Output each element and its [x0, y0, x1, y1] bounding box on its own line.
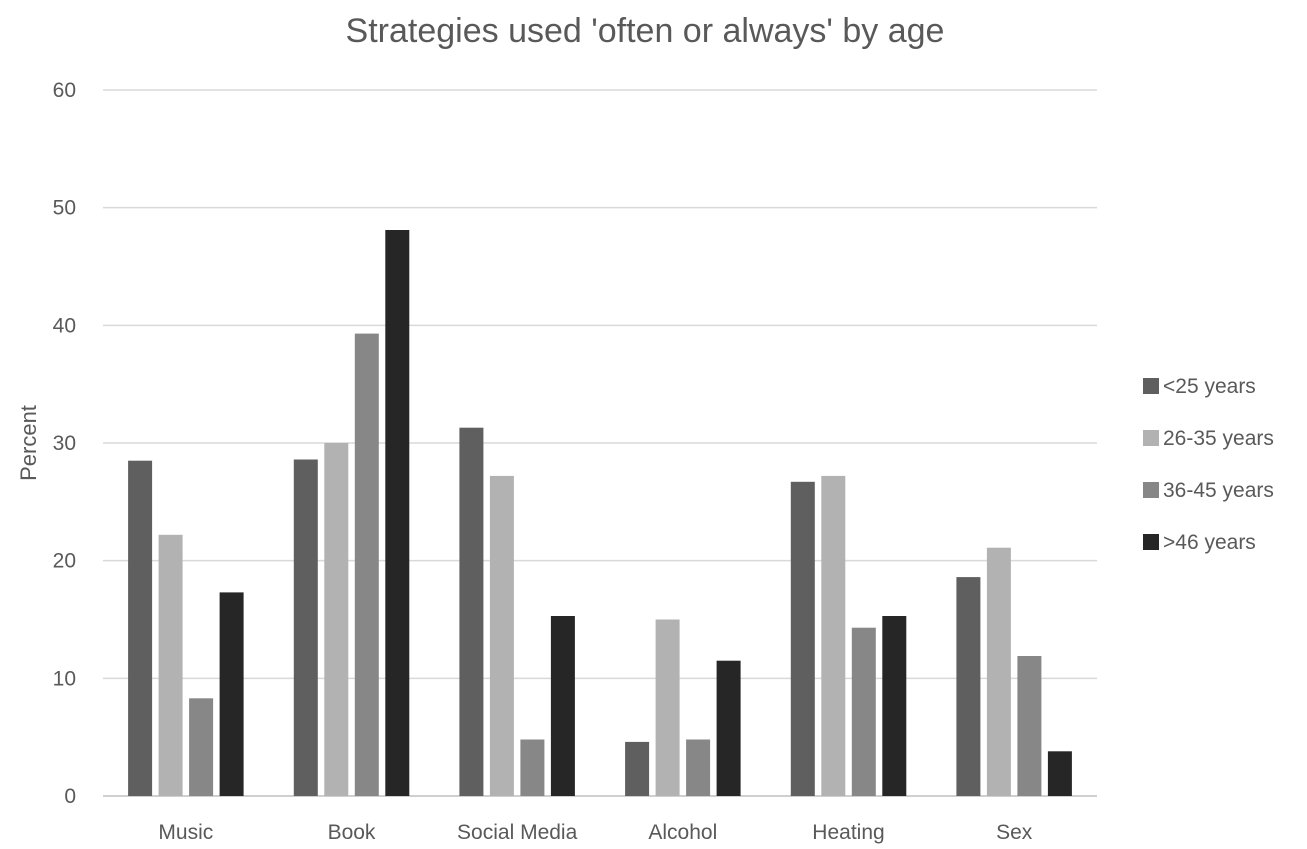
bar-alcohol-series-1: [656, 620, 680, 797]
y-tick-label: 40: [53, 314, 76, 337]
bar-social-media-series-0: [459, 428, 483, 796]
bar-social-media-series-2: [520, 740, 544, 797]
y-tick-label: 10: [53, 667, 76, 690]
bar-social-media-series-3: [551, 616, 575, 796]
legend-label: <25 years: [1163, 375, 1256, 398]
bar-sex-series-2: [1017, 656, 1041, 796]
bar-music-series-2: [189, 698, 213, 796]
legend-swatch: [1143, 430, 1159, 446]
bar-book-series-1: [324, 443, 348, 796]
bars: [128, 230, 1072, 796]
y-tick-label: 20: [53, 550, 76, 573]
bar-heating-series-3: [882, 616, 906, 796]
y-tick-label: 60: [53, 79, 76, 102]
legend-swatch: [1143, 534, 1159, 550]
bar-sex-series-3: [1048, 751, 1072, 796]
y-axis-ticks: 0 10 20 30 40 50 60: [53, 79, 76, 808]
legend-label: >46 years: [1163, 531, 1256, 554]
bar-heating-series-0: [791, 482, 815, 796]
y-axis-title: Percent: [16, 405, 41, 481]
bar-music-series-1: [159, 535, 183, 796]
legend-label: 36-45 years: [1163, 479, 1274, 502]
legend-swatch: [1143, 378, 1159, 394]
y-tick-label: 50: [53, 197, 76, 220]
x-tick-label: Heating: [812, 821, 884, 844]
bar-book-series-0: [294, 460, 318, 797]
bar-book-series-2: [355, 334, 379, 796]
x-axis-ticks: Music Book Social Media Alcohol Heating Sex: [158, 821, 1032, 844]
x-tick-label: Book: [328, 821, 376, 844]
x-tick-label: Sex: [996, 821, 1033, 844]
bar-sex-series-0: [956, 577, 980, 796]
gridlines: [103, 90, 1097, 796]
x-tick-label: Music: [158, 821, 213, 844]
bar-music-series-3: [220, 592, 244, 796]
bar-heating-series-1: [821, 476, 845, 796]
legend-swatch: [1143, 482, 1159, 498]
y-tick-label: 30: [53, 432, 76, 455]
bar-alcohol-series-2: [686, 740, 710, 797]
bar-alcohol-series-0: [625, 742, 649, 796]
bar-alcohol-series-3: [717, 661, 741, 796]
bar-social-media-series-1: [490, 476, 514, 796]
bar-music-series-0: [128, 461, 152, 796]
x-tick-label: Alcohol: [648, 821, 717, 844]
legend: <25 years 26-35 years 36-45 years >46 years: [1143, 375, 1274, 554]
bar-sex-series-1: [987, 548, 1011, 796]
y-tick-label: 0: [64, 785, 76, 808]
bar-heating-series-2: [852, 628, 876, 796]
x-tick-label: Social Media: [457, 821, 578, 844]
bar-book-series-3: [385, 230, 409, 796]
chart-title: Strategies used 'often or always' by age: [346, 12, 945, 50]
legend-label: 26-35 years: [1163, 427, 1274, 450]
